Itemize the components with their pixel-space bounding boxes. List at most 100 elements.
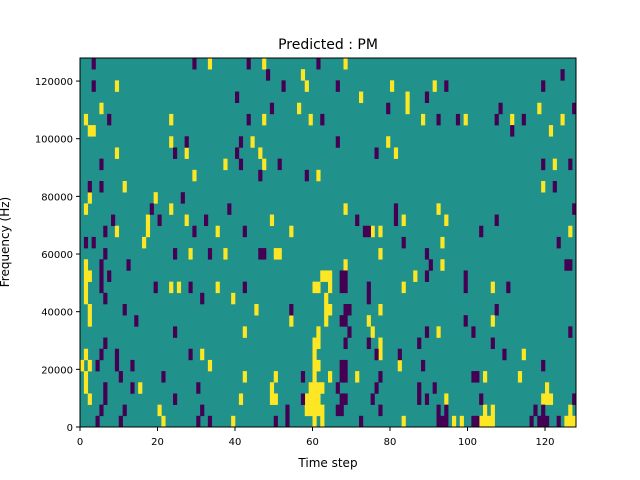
heatmap-cell-low [99,259,104,271]
heatmap-cell-high [378,248,383,260]
heatmap-cell-high [483,404,488,417]
heatmap-cell-high [215,281,220,294]
heatmap-cell-high [552,158,557,171]
heatmap-cell-low [87,181,92,193]
heatmap-cell-high [169,113,174,126]
heatmap-cell-high [269,382,275,394]
heatmap-cell-low [533,404,538,417]
heatmap-cell-high [324,270,329,282]
heatmap-cell-high [517,371,523,383]
heatmap-cell-high [145,225,151,238]
heatmap-cells [80,58,577,428]
heatmap-cell-high [440,259,445,271]
heatmap-cell-high [289,315,294,327]
heatmap-cell-high [308,113,313,126]
heatmap-cell-high [308,382,313,394]
heatmap-cell-low [339,315,344,327]
x-axis: 0 20 40 60 80 100 120 [77,427,555,448]
heatmap-cell-high [304,80,309,92]
heatmap-cell-high [548,125,554,137]
heatmap-cell-high [486,415,492,428]
heatmap-cell-high [262,158,267,171]
heatmap-cell-low [572,102,577,115]
heatmap-cell-high [452,415,457,428]
y-tick-label: 60000 [41,250,73,261]
heatmap-cell-high [215,225,220,238]
heatmap-cell-high [548,393,554,405]
heatmap-cell-high [262,58,267,70]
heatmap-cell-low [320,113,325,126]
heatmap-cell-low [421,359,426,372]
heatmap-cell-high [308,393,313,405]
heatmap-cell-low [494,304,499,316]
heatmap-cell-high [145,214,151,227]
heatmap-cell-high [176,281,182,294]
heatmap-cell-low [103,382,108,394]
heatmap-cell-low [99,404,104,417]
heatmap-cell-low [347,304,352,316]
heatmap-cell-low [366,292,371,305]
heatmap-cell-low [192,225,197,238]
heatmap-cell-high [444,214,449,227]
heatmap-cell-high [378,348,383,361]
heatmap-cell-high [316,382,321,394]
heatmap-cell-high [242,326,247,338]
heatmap-cell-high [355,371,360,383]
heatmap-cell-low [471,371,476,383]
heatmap-cell-high [200,348,205,361]
heatmap-cell-low [343,393,348,405]
heatmap-cell-high [169,281,174,294]
heatmap-cell-low [103,292,108,305]
heatmap-cell-low [91,236,96,249]
heatmap-cell-low [424,393,430,405]
heatmap-cell-low [111,214,116,227]
heatmap-cell-low [424,248,430,260]
heatmap-cell-high [312,281,317,294]
heatmap-cell-high [122,181,127,193]
heatmap-cell-low [386,102,391,115]
heatmap-cell-low [347,326,352,338]
heatmap-cell-high [83,281,89,294]
heatmap-cell-high [153,192,158,204]
heatmap-cell-low [494,113,499,126]
heatmap-cell-high [316,326,321,338]
heatmap-cell-low [362,225,368,238]
heatmap-cell-high [401,415,406,428]
heatmap-cell-low [378,371,383,383]
heatmap-cell-low [393,203,399,215]
heatmap-cell-low [107,270,112,282]
heatmap-cell-low [173,248,178,260]
heatmap-cell-low [366,225,371,238]
y-tick-label: 100000 [35,135,73,146]
heatmap-cell-high [343,58,348,70]
heatmap-cell-low [200,292,205,305]
heatmap-cell-high [114,147,120,159]
heatmap-cell-low [498,102,503,115]
heatmap-cell-high [568,225,573,238]
heatmap-cell-low [552,181,557,193]
heatmap-cell-low [479,225,484,238]
heatmap-cell-low [173,147,178,159]
heatmap-cell-low [463,315,468,327]
heatmap-cell-low [134,315,139,327]
heatmap-cell-high [320,415,325,428]
heatmap-cell-high [316,169,321,182]
heatmap-cell-high [223,248,228,260]
heatmap-cell-high [83,270,89,282]
heatmap-cell-high [207,58,213,70]
heatmap-cell-low [335,136,340,148]
heatmap-cell-high [273,371,278,383]
heatmap-cell-high [405,102,410,115]
heatmap-cell-high [463,113,468,126]
heatmap-cell-high [401,281,406,294]
y-tick-label: 120000 [35,77,73,88]
heatmap-cell-high [390,80,395,92]
heatmap-cell-high [560,113,565,126]
heatmap-cell-low [192,58,197,70]
heatmap-cell-low [541,80,546,92]
heatmap-cell-low [188,348,193,361]
heatmap-cell-high [269,393,275,405]
axes-frame [79,57,577,428]
heatmap-cell-high [114,80,120,92]
heatmap-cell-high [521,348,526,361]
